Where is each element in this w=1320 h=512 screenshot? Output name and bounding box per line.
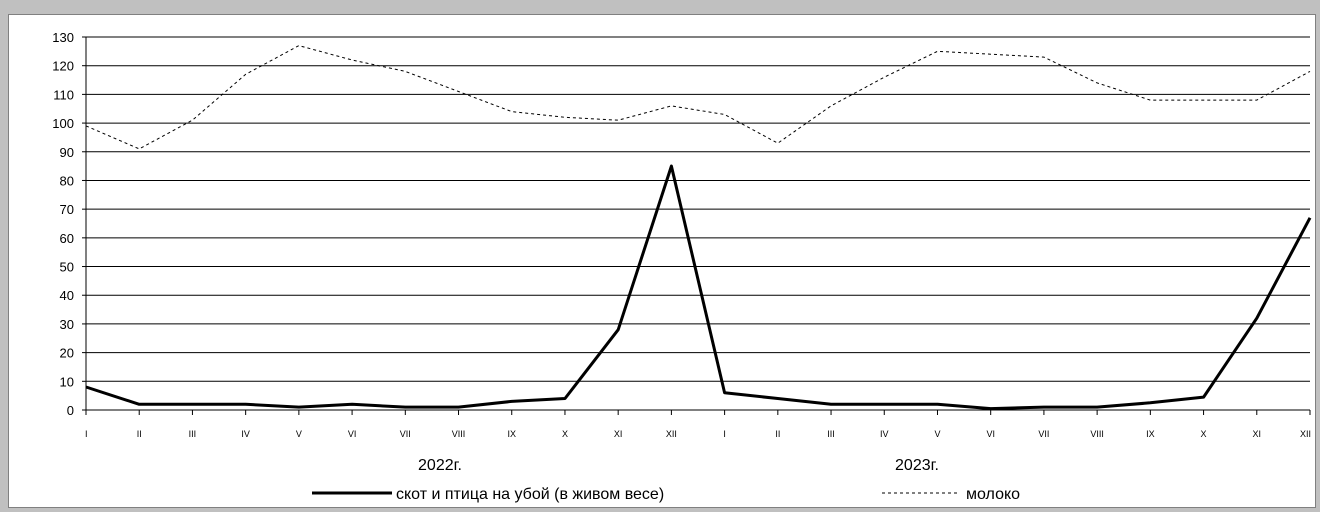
x-axis: I II III IV V VI VII VIII IX X XI XII I II III IV V VI VII… — [85, 37, 1311, 439]
y-tick-label: 20 — [60, 346, 74, 361]
x-tick-label: III — [827, 429, 835, 439]
chart-frame — [8, 14, 1316, 508]
x-tick-label: X — [1201, 429, 1207, 439]
x-tick-label: XI — [614, 429, 623, 439]
x-tick-label: XII — [666, 429, 677, 439]
x-tick-label: VI — [986, 429, 995, 439]
y-tick-label: 70 — [60, 202, 74, 217]
year-label-2022: 2022г. — [418, 457, 462, 474]
x-tick-label: II — [137, 429, 142, 439]
x-tick-label: V — [296, 429, 302, 439]
x-tick-label: I — [723, 429, 726, 439]
x-tick-label: VII — [1038, 429, 1049, 439]
y-axis-ticks: 0 10 20 30 40 50 60 70 80 90 100 110 120 130 — [52, 30, 86, 418]
x-tick-label: X — [562, 429, 568, 439]
x-tick-label: VIII — [1090, 429, 1104, 439]
x-tick-label: II — [775, 429, 780, 439]
x-tick-label: XI — [1253, 429, 1262, 439]
x-tick-label: VIII — [452, 429, 466, 439]
series-lines — [85, 45, 1312, 411]
y-tick-label: 130 — [52, 30, 74, 45]
y-tick-label: 0 — [67, 403, 74, 418]
x-tick-label: IX — [1146, 429, 1155, 439]
year-label-2023: 2023г. — [895, 457, 939, 474]
x-tick-label: IX — [507, 429, 516, 439]
y-tick-label: 100 — [52, 116, 74, 131]
x-tick-label: IV — [880, 429, 889, 439]
y-tick-label: 30 — [60, 317, 74, 332]
gridlines — [86, 36, 1310, 411]
legend-label-livestock: скот и птица на убой (в живом весе) — [396, 486, 664, 503]
series-line-livestock — [85, 164, 1312, 411]
legend-label-milk: молоко — [966, 486, 1020, 503]
y-tick-label: 40 — [60, 288, 74, 303]
y-tick-label: 60 — [60, 231, 74, 246]
y-tick-label: 10 — [60, 374, 74, 389]
y-tick-label: 90 — [60, 145, 74, 160]
y-tick-label: 120 — [52, 59, 74, 74]
y-tick-label: 80 — [60, 173, 74, 188]
x-tick-label: I — [85, 429, 88, 439]
series-line-milk — [85, 45, 1311, 150]
legend: скот и птица на убой (в живом весе) моло… — [312, 486, 1020, 503]
x-tick-label: VI — [348, 429, 357, 439]
x-tick-label: III — [189, 429, 197, 439]
y-tick-label: 110 — [53, 87, 74, 102]
x-tick-label: IV — [241, 429, 250, 439]
x-tick-label: XII — [1300, 429, 1311, 439]
y-tick-label: 50 — [60, 260, 74, 275]
x-tick-label: V — [934, 429, 940, 439]
x-tick-label: VII — [400, 429, 411, 439]
